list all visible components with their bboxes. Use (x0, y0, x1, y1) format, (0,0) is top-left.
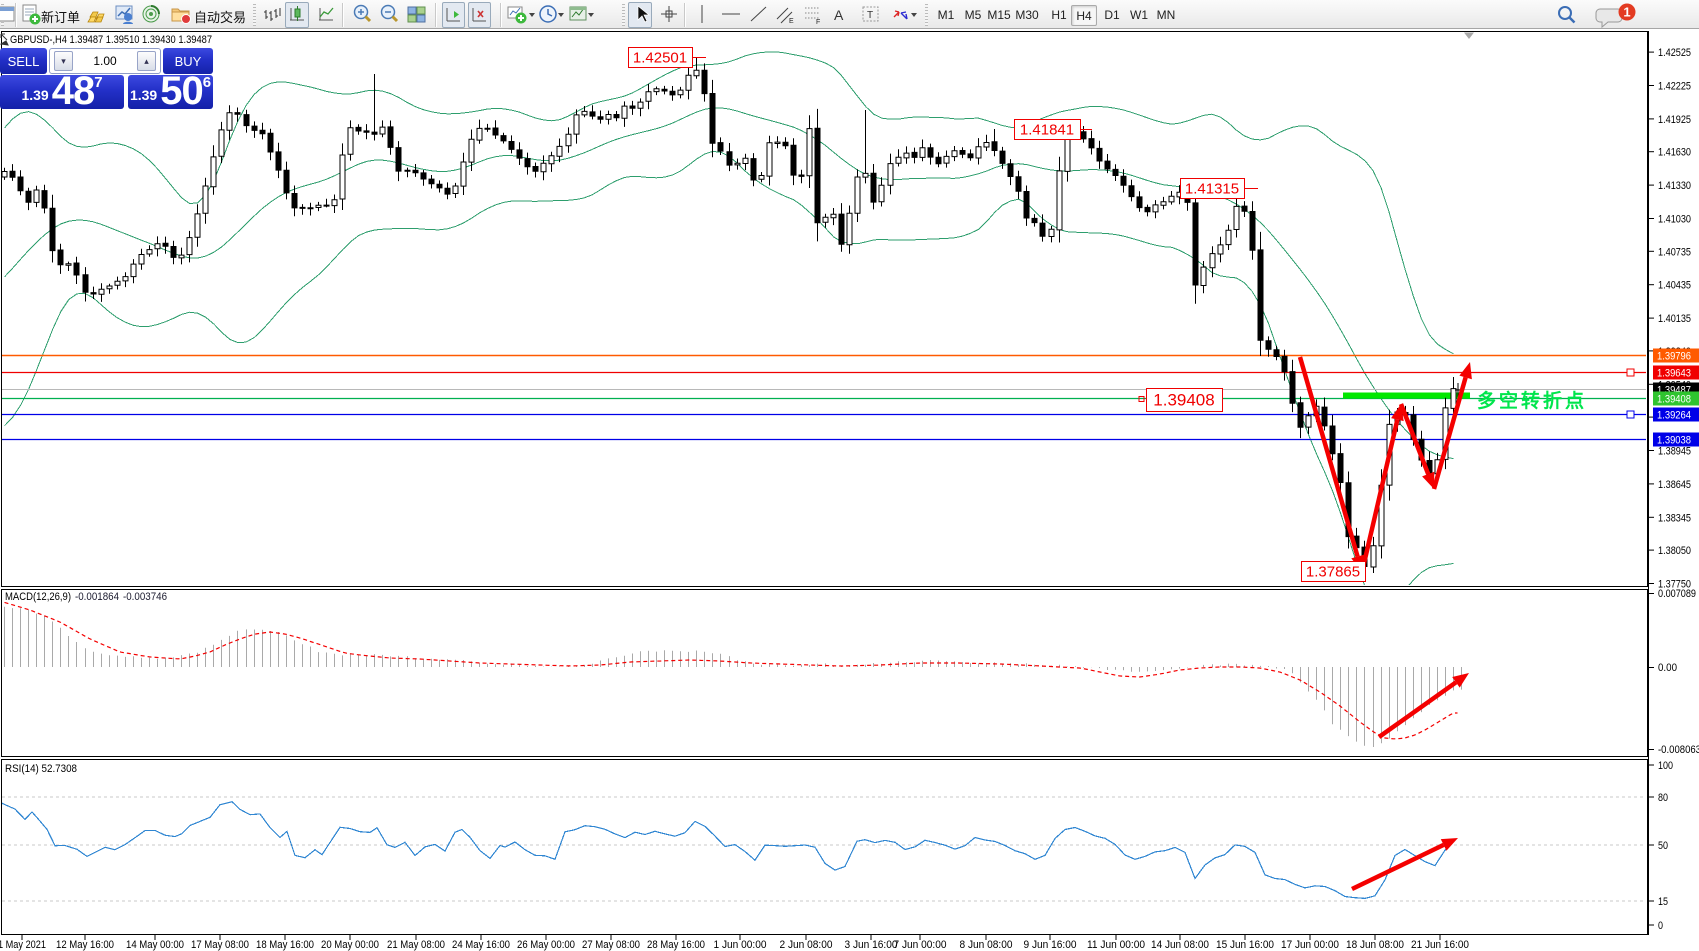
svg-text:7 Jun 00:00: 7 Jun 00:00 (894, 939, 947, 951)
svg-text:-0.008063: -0.008063 (1658, 744, 1699, 756)
svg-text:1 May 2021: 1 May 2021 (0, 939, 46, 951)
svg-text:1.40735: 1.40735 (1658, 246, 1691, 258)
svg-text:1.39408: 1.39408 (1657, 394, 1691, 406)
svg-text:1.39264: 1.39264 (1657, 410, 1691, 422)
svg-text:1.41630: 1.41630 (1658, 147, 1691, 159)
svg-text:1.42225: 1.42225 (1658, 81, 1691, 93)
svg-text:80: 80 (1658, 792, 1668, 804)
svg-text:1.37865: 1.37865 (1306, 563, 1360, 580)
svg-text:1.42501: 1.42501 (633, 49, 687, 66)
svg-text:-0.001864: -0.001864 (75, 591, 119, 603)
svg-text:50: 50 (1658, 840, 1668, 852)
svg-text:1.41841: 1.41841 (1020, 121, 1074, 138)
svg-text:18 May 16:00: 18 May 16:00 (256, 939, 314, 951)
svg-text:0.007089: 0.007089 (1658, 588, 1696, 600)
svg-text:100: 100 (1658, 760, 1673, 772)
svg-text:17 May 08:00: 17 May 08:00 (191, 939, 249, 951)
svg-text:1.38945: 1.38945 (1658, 446, 1691, 458)
svg-text:28 May 16:00: 28 May 16:00 (647, 939, 705, 951)
svg-text:8 Jun 08:00: 8 Jun 08:00 (960, 939, 1013, 951)
svg-text:27 May 08:00: 27 May 08:00 (582, 939, 640, 951)
svg-text:1.39796: 1.39796 (1657, 351, 1691, 363)
svg-text:1.40435: 1.40435 (1658, 280, 1691, 292)
svg-text:1.39038: 1.39038 (1657, 435, 1691, 447)
svg-text:0: 0 (1658, 920, 1663, 932)
svg-text:1.41030: 1.41030 (1658, 214, 1691, 226)
svg-text:1.38050: 1.38050 (1658, 545, 1691, 557)
svg-text:20 May 00:00: 20 May 00:00 (321, 939, 379, 951)
svg-text:15 Jun 16:00: 15 Jun 16:00 (1216, 939, 1274, 951)
svg-text:14 May 00:00: 14 May 00:00 (126, 939, 184, 951)
svg-text:T: T (867, 10, 873, 21)
svg-text:1: 1 (1623, 5, 1630, 20)
svg-text:26 May 00:00: 26 May 00:00 (517, 939, 575, 951)
svg-text:1.39643: 1.39643 (1657, 368, 1691, 380)
svg-text:1.42525: 1.42525 (1658, 47, 1691, 59)
svg-text:多空转折点: 多空转折点 (1477, 389, 1587, 412)
svg-text:-0.003746: -0.003746 (123, 591, 167, 603)
svg-text:15: 15 (1658, 896, 1668, 908)
svg-text:17 Jun 00:00: 17 Jun 00:00 (1281, 939, 1339, 951)
svg-text:GBPUSD-,H4 1.39487 1.39510 1.: GBPUSD-,H4 1.39487 1.39510 1.39430 1.394… (10, 34, 212, 46)
svg-text:1.41315: 1.41315 (1185, 180, 1239, 197)
svg-text:0.00: 0.00 (1658, 662, 1677, 674)
svg-text:MACD(12,26,9): MACD(12,26,9) (5, 591, 71, 603)
svg-text:E: E (789, 18, 794, 25)
svg-text:F: F (816, 19, 820, 26)
svg-text:12 May 16:00: 12 May 16:00 (56, 939, 114, 951)
svg-text:3 Jun 16:00: 3 Jun 16:00 (845, 939, 898, 951)
svg-text:1.38345: 1.38345 (1658, 512, 1691, 524)
svg-text:1.39408: 1.39408 (1153, 391, 1214, 410)
svg-text:1 Jun 00:00: 1 Jun 00:00 (714, 939, 767, 951)
svg-text:21 Jun 16:00: 21 Jun 16:00 (1411, 939, 1469, 951)
svg-text:21 May 08:00: 21 May 08:00 (387, 939, 445, 951)
svg-text:14 Jun 08:00: 14 Jun 08:00 (1151, 939, 1209, 951)
svg-text:1.38645: 1.38645 (1658, 479, 1691, 491)
svg-text:24 May 16:00: 24 May 16:00 (452, 939, 510, 951)
svg-text:9 Jun 16:00: 9 Jun 16:00 (1024, 939, 1077, 951)
svg-text:1.40135: 1.40135 (1658, 313, 1691, 325)
svg-text:RSI(14) 52.7308: RSI(14) 52.7308 (5, 763, 77, 775)
svg-text:1.41925: 1.41925 (1658, 114, 1691, 126)
svg-text:1.41330: 1.41330 (1658, 180, 1691, 192)
svg-text:11 Jun 00:00: 11 Jun 00:00 (1087, 939, 1145, 951)
svg-text:18 Jun 08:00: 18 Jun 08:00 (1346, 939, 1404, 951)
svg-text:2 Jun 08:00: 2 Jun 08:00 (780, 939, 833, 951)
svg-text:1.37750: 1.37750 (1658, 579, 1691, 591)
